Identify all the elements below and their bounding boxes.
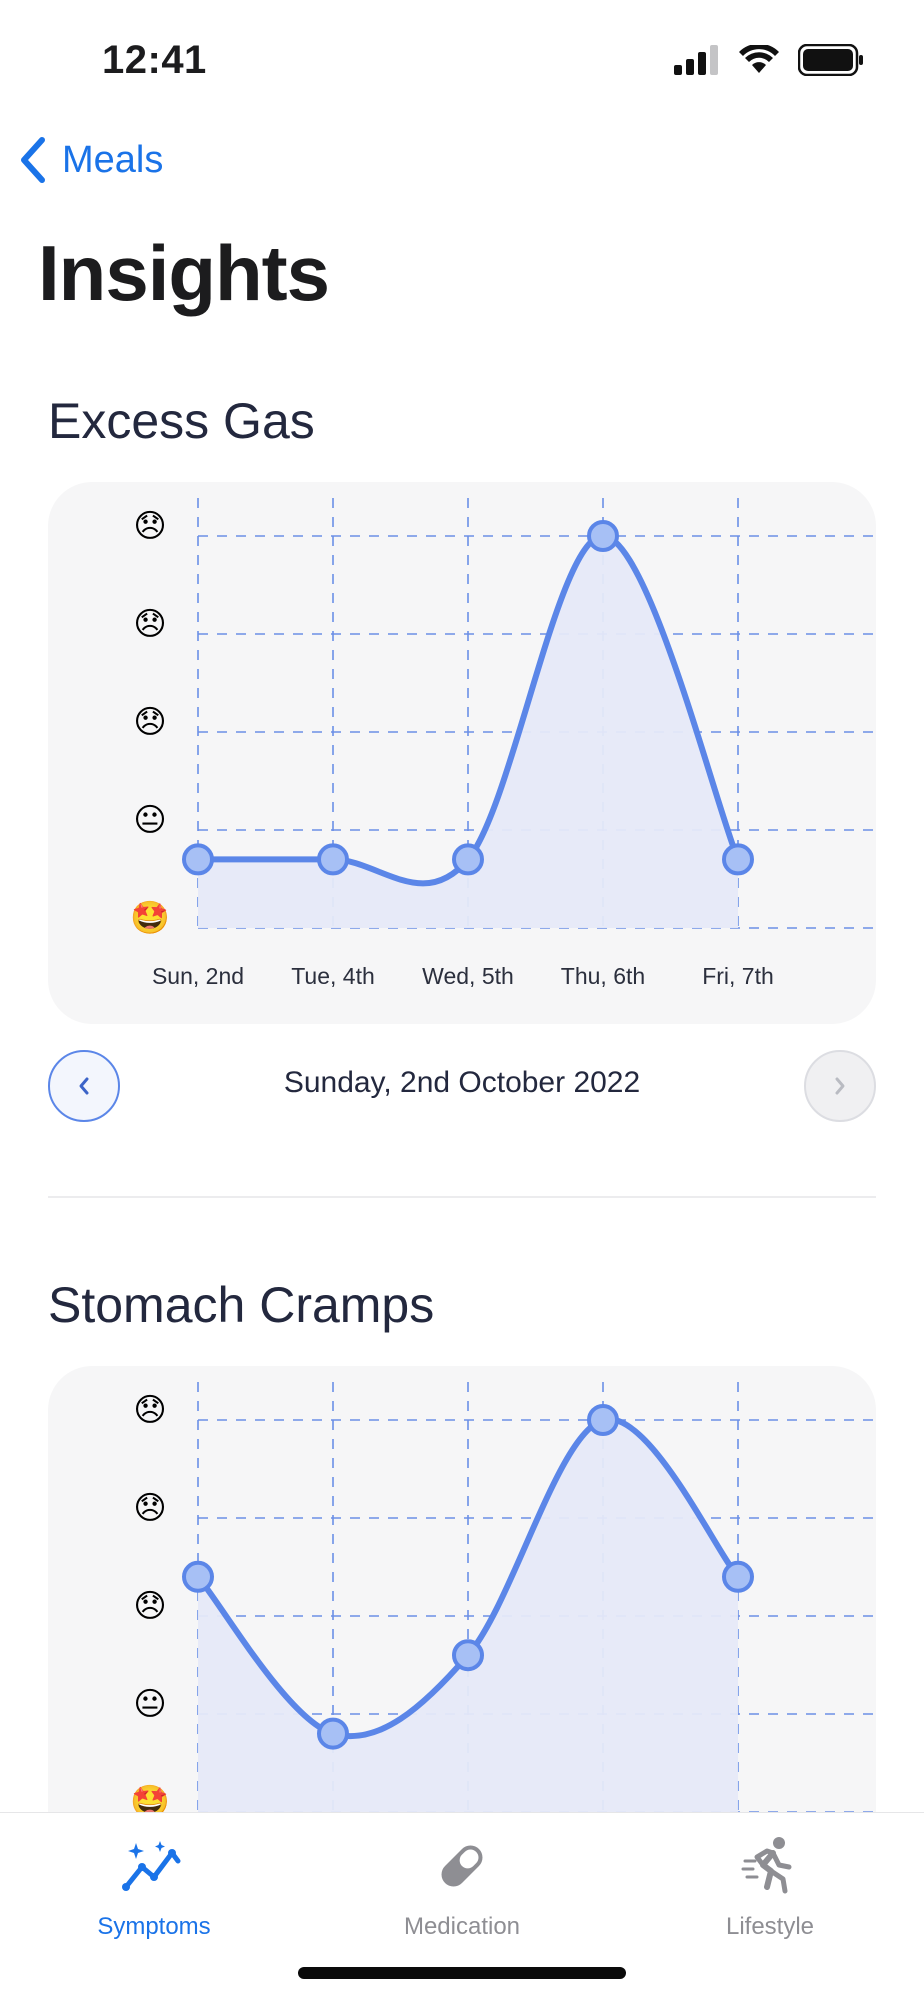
current-date-label: Sunday, 2nd October 2022 bbox=[283, 1066, 641, 1099]
tab-symptoms[interactable]: Symptoms bbox=[44, 1831, 264, 1941]
section-divider bbox=[48, 1196, 876, 1198]
page-title: Insights bbox=[38, 229, 330, 317]
y-tick-label: 🤩 bbox=[130, 899, 170, 935]
excess-gas-chart-card: 🤩 😐 😞 😞 😞 Sun, 2nd Tue, 4th Wed, 5th Thu, 6th Fri… bbox=[48, 482, 876, 1024]
data-point[interactable] bbox=[182, 843, 214, 876]
stomach-cramps-title: Stomach Cramps bbox=[48, 1277, 435, 1333]
wifi-icon bbox=[739, 45, 779, 73]
series-area bbox=[198, 536, 738, 928]
x-tick-label: Fri, 7th bbox=[702, 963, 774, 989]
tab-bar: Symptoms Medication bbox=[0, 1812, 924, 2001]
back-button[interactable]: Meals bbox=[18, 136, 163, 184]
status-time: 12:41 bbox=[102, 38, 207, 82]
status-icons bbox=[674, 44, 864, 76]
sparkle-chart-icon bbox=[122, 1841, 181, 1891]
tab-label-lifestyle: Lifestyle bbox=[725, 1913, 815, 1940]
date-navigator: Sunday, 2nd October 2022 bbox=[48, 1050, 876, 1126]
tab-lifestyle[interactable]: Lifestyle bbox=[660, 1831, 880, 1941]
y-tick-label: 😐 bbox=[133, 1685, 166, 1721]
pill-icon bbox=[441, 1845, 483, 1887]
y-tick-label: 😞 bbox=[133, 605, 166, 641]
tab-label-medication: Medication bbox=[403, 1913, 521, 1940]
status-bar: 12:41 bbox=[0, 0, 924, 120]
data-point[interactable] bbox=[317, 843, 349, 876]
previous-day-button[interactable] bbox=[48, 1050, 120, 1122]
x-tick-label: Tue, 4th bbox=[291, 963, 375, 989]
data-point[interactable] bbox=[722, 1560, 754, 1593]
y-tick-label: 😞 bbox=[133, 1489, 166, 1525]
running-person-icon bbox=[741, 1837, 792, 1894]
series-line bbox=[195, 1416, 741, 1740]
data-point[interactable] bbox=[317, 1717, 349, 1750]
chevron-left-icon bbox=[79, 1077, 89, 1095]
x-tick-label: Wed, 5th bbox=[422, 963, 514, 989]
y-tick-label: 😞 bbox=[133, 507, 166, 543]
chevron-left-icon bbox=[21, 137, 45, 183]
series-area bbox=[198, 1419, 738, 1812]
back-button-label: Meals bbox=[62, 138, 164, 181]
data-point[interactable] bbox=[452, 1639, 484, 1672]
home-indicator bbox=[298, 1967, 626, 1979]
cellular-signal-icon bbox=[674, 45, 718, 75]
chevron-right-icon bbox=[835, 1077, 845, 1095]
data-point[interactable] bbox=[452, 843, 484, 876]
data-point[interactable] bbox=[587, 520, 619, 552]
data-point[interactable] bbox=[722, 843, 754, 876]
battery-icon bbox=[798, 44, 863, 76]
data-point[interactable] bbox=[182, 1560, 214, 1593]
y-tick-label: 😞 bbox=[133, 1391, 166, 1427]
x-tick-label: Thu, 6th bbox=[561, 963, 645, 989]
y-tick-label: 😐 bbox=[133, 801, 166, 837]
excess-gas-title: Excess Gas bbox=[48, 393, 315, 449]
tab-medication[interactable]: Medication bbox=[352, 1831, 572, 1941]
data-point[interactable] bbox=[587, 1404, 619, 1436]
tab-label-symptoms: Symptoms bbox=[97, 1913, 211, 1940]
next-day-button[interactable] bbox=[804, 1050, 876, 1122]
x-tick-label: Sun, 2nd bbox=[152, 963, 244, 989]
excess-gas-chart: 🤩 😐 😞 😞 😞 Sun, 2nd Tue, 4th Wed, 5th Thu, 6th Fri… bbox=[130, 498, 876, 989]
y-tick-label: 😞 bbox=[133, 703, 166, 739]
y-tick-label: 😞 bbox=[133, 1587, 166, 1623]
